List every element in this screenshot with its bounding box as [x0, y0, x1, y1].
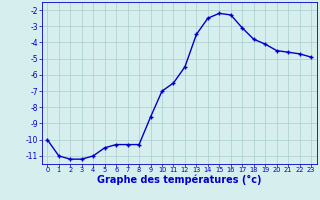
- X-axis label: Graphe des températures (°c): Graphe des températures (°c): [97, 175, 261, 185]
